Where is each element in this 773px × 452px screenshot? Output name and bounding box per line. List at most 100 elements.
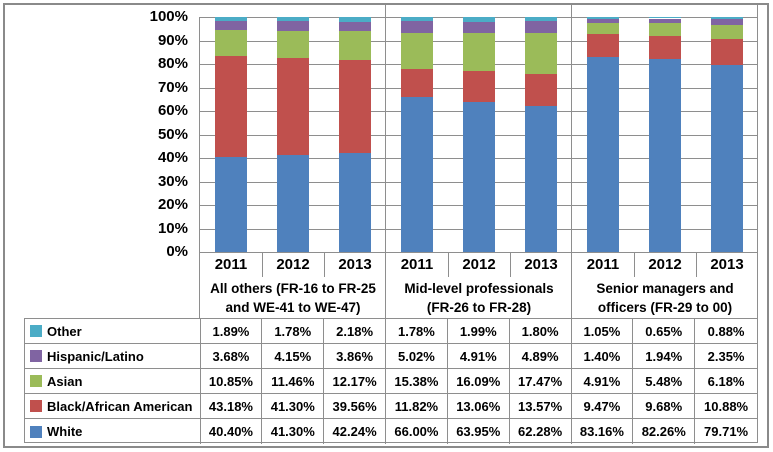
x-axis-year-label: 2013 <box>338 256 372 273</box>
category-separator-line <box>757 5 758 443</box>
legend-key-hispanic-latino <box>30 350 42 362</box>
x-axis-tick <box>634 252 635 277</box>
bar-segment-black-african-american <box>649 35 681 59</box>
table-row: White 40.40% 41.30% 42.24% 66.00% 63.95% 62.28… <box>25 419 757 444</box>
bar-segment-white <box>649 58 681 252</box>
y-axis-tick-label: 50% <box>157 125 188 143</box>
x-axis-tick <box>696 252 697 277</box>
table-value-cell: 1.78% <box>386 319 448 343</box>
category-separator-line <box>571 5 572 443</box>
table-value-cell: 1.89% <box>201 319 263 343</box>
bar-segment-asian <box>711 24 743 40</box>
table-value-cell: 11.82% <box>386 394 448 418</box>
x-axis-group-label: Senior managers and officers (FR-29 to 00… <box>572 279 758 317</box>
table-value-cell: 16.09% <box>448 369 510 393</box>
table-value-cell: 5.48% <box>633 369 696 393</box>
table-value-cell: 10.85% <box>201 369 263 393</box>
bar-segment-asian <box>215 30 247 56</box>
bar-segment-hispanic-latino <box>401 21 433 33</box>
data-table: Other 1.89% 1.78% 2.18% 1.78% 1.99% 1.80% 1.05%… <box>24 318 758 444</box>
y-axis-tick-label: 100% <box>149 8 188 25</box>
table-value-cell: 0.65% <box>633 319 696 343</box>
table-value-cell: 41.30% <box>262 394 325 418</box>
x-axis-group-label-line: officers (FR-29 to 00) <box>597 300 733 315</box>
table-value-cell: 39.56% <box>324 394 387 418</box>
table-value-cell: 83.16% <box>572 419 634 444</box>
series-name-label: Black/African American <box>47 398 193 414</box>
bar-segment-black-african-american <box>277 57 309 155</box>
table-legend-cell: Other <box>25 319 201 343</box>
table-legend-cell: Asian <box>25 369 201 393</box>
bar-segment-other <box>277 17 309 22</box>
table-value-cell: 9.47% <box>572 394 634 418</box>
bar-segment-hispanic-latino <box>711 19 743 25</box>
bar-segment-other <box>525 16 557 22</box>
table-value-cell: 15.38% <box>386 369 448 393</box>
series-name-label: White <box>47 424 83 439</box>
table-value-cell: 1.78% <box>262 319 325 343</box>
x-axis-year-label: 2012 <box>276 256 310 273</box>
bar-segment-hispanic-latino <box>339 22 371 32</box>
bar-segment-asian <box>401 32 433 70</box>
bar-segment-asian <box>649 23 681 36</box>
table-legend-cell: White <box>25 419 201 444</box>
bar-segment-other <box>649 16 681 19</box>
bar-segment-other <box>463 17 495 22</box>
table-row: Hispanic/Latino 3.68% 4.15% 3.86% 5.02% 4.91%… <box>25 344 757 369</box>
y-axis-tick-label: 30% <box>157 172 188 190</box>
x-axis-year-label: 2011 <box>214 256 248 273</box>
table-value-cell: 40.40% <box>201 419 263 444</box>
x-axis-year-label: 2011 <box>586 256 620 273</box>
table-value-cell: 1.94% <box>633 344 696 368</box>
x-axis-year-label: 2013 <box>710 256 744 273</box>
table-row: Asian 10.85% 11.46% 12.17% 15.38% 16.09% 17.47… <box>25 369 757 394</box>
legend-key-white <box>30 425 42 438</box>
table-value-cell: 9.68% <box>633 394 696 418</box>
table-value-cell: 1.80% <box>510 319 572 343</box>
table-value-cell: 1.40% <box>572 344 634 368</box>
table-row: Other 1.89% 1.78% 2.18% 1.78% 1.99% 1.80% 1.05%… <box>25 319 757 344</box>
x-axis-line <box>200 252 758 253</box>
bar-segment-black-african-american <box>463 71 495 102</box>
x-axis-year-label: 2012 <box>462 256 496 273</box>
bar-segment-hispanic-latino <box>649 18 681 24</box>
bar-segment-black-african-american <box>215 55 247 158</box>
series-name-label: Other <box>47 323 82 339</box>
table-value-cell: 3.86% <box>324 344 387 368</box>
table-value-cell: 42.24% <box>324 419 387 444</box>
legend-key-other <box>30 325 42 337</box>
bar-segment-white <box>587 56 619 252</box>
bar-segment-hispanic-latino <box>463 21 495 34</box>
legend-key-asian <box>30 375 42 387</box>
y-axis-tick-label: 90% <box>157 31 188 49</box>
x-axis-tick <box>510 252 511 277</box>
bar-segment-other <box>339 16 371 23</box>
bar-segment-other <box>587 17 619 20</box>
table-value-cell: 6.18% <box>707 373 745 389</box>
series-name-label: Hispanic/Latino <box>47 348 144 364</box>
bar-segment-hispanic-latino <box>587 19 619 23</box>
table-value-cell: 4.15% <box>262 344 325 368</box>
x-axis-group-label-line: (FR-26 to FR-28) <box>426 300 532 315</box>
series-name-label: Asian <box>47 373 83 389</box>
bar-segment-asian <box>587 22 619 35</box>
x-axis-tick <box>448 252 449 277</box>
bar-segment-other <box>711 17 743 20</box>
y-axis-tick-label: 40% <box>157 149 188 166</box>
table-value-cell: 79.71% <box>704 424 749 439</box>
table-legend-cell: Black/African American <box>25 394 201 418</box>
bar-segment-black-african-american <box>525 73 557 106</box>
bar-segment-white <box>401 96 433 252</box>
x-axis-group-label: Mid-level professionals (FR-26 to FR-28) <box>386 279 572 317</box>
bar-segment-white <box>215 157 247 252</box>
bar-segment-black-african-american <box>401 69 433 97</box>
x-axis-year-label: 2011 <box>400 256 434 273</box>
x-axis-group-label-line: All others (FR-16 to FR-25 <box>210 281 376 296</box>
bar-segment-black-african-american <box>587 34 619 57</box>
table-value-cell: 4.89% <box>510 344 572 368</box>
bar-segment-black-african-american <box>711 39 743 65</box>
table-value-cell: 63.95% <box>448 419 510 444</box>
y-axis-tick-label: 0% <box>166 243 188 260</box>
table-value-cell: 82.26% <box>633 419 696 444</box>
